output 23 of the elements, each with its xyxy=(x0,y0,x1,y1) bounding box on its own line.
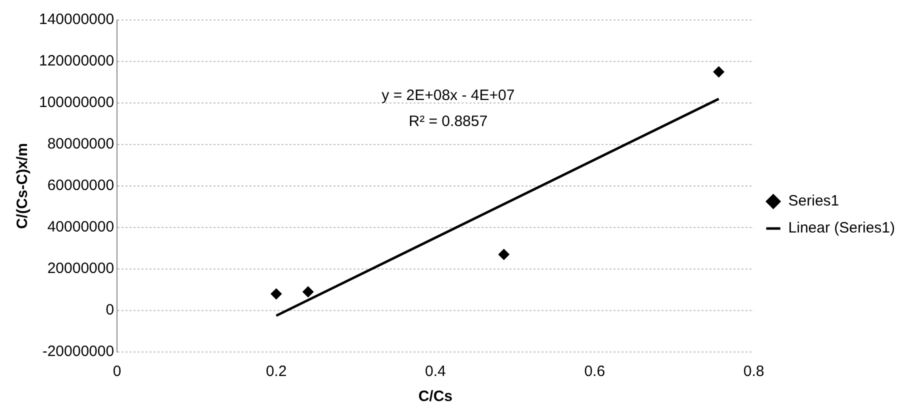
legend-label: Series1 xyxy=(788,192,840,210)
y-axis-title: C/(Cs-C)x/m xyxy=(14,143,32,229)
point xyxy=(498,248,510,260)
annotation: y = 2E+08x - 4E+07 xyxy=(382,87,515,104)
y-tick-label: 140000000 xyxy=(38,11,114,28)
x-tick-label: 0.8 xyxy=(743,363,764,380)
y-tick-label: 0 xyxy=(106,302,114,319)
x-tick-label: 0.6 xyxy=(584,363,606,380)
annotation: R² = 0.8857 xyxy=(408,113,488,130)
x-tick-label: 0.4 xyxy=(425,363,446,380)
legend-label: Linear (Series1) xyxy=(788,220,896,237)
point xyxy=(270,288,282,300)
point xyxy=(713,66,724,78)
point xyxy=(302,286,314,298)
y-tick-label: 60000000 xyxy=(47,177,114,194)
y-tick-label: 20000000 xyxy=(47,260,114,278)
y-tick-label: 120000000 xyxy=(38,52,114,70)
x-axis-title: C/Cs xyxy=(418,388,453,406)
x-tick-label: 0.2 xyxy=(266,363,287,380)
y-tick-label: 100000000 xyxy=(38,94,114,112)
y-tick-label: 40000000 xyxy=(47,218,114,236)
y-tick-label: 80000000 xyxy=(47,136,114,153)
y-tick-label: -20000000 xyxy=(42,343,114,360)
